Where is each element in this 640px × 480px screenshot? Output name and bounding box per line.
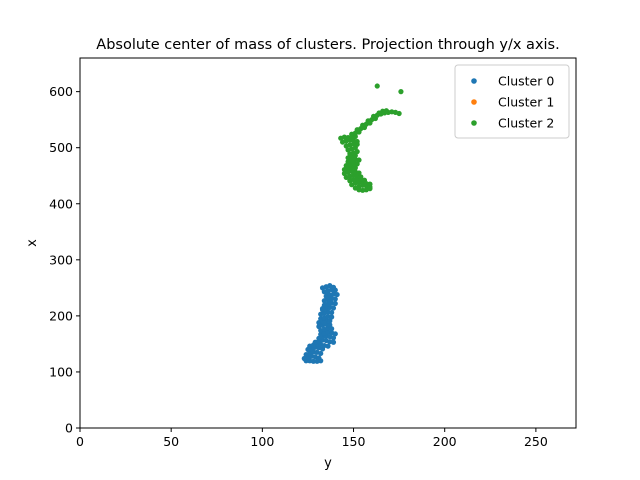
point-cluster-0 — [319, 305, 326, 312]
point-cluster-2 — [352, 165, 358, 171]
point-cluster-2 — [367, 119, 373, 126]
y-axis-label: x — [25, 239, 40, 247]
point-cluster-2 — [354, 161, 360, 167]
point-cluster-0 — [325, 343, 331, 349]
plot-frame — [79, 57, 577, 429]
point-cluster-2 — [356, 170, 362, 176]
x-axis-ticks: 0 50 100 150 200 250 — [76, 428, 548, 449]
legend-marker — [471, 120, 477, 126]
point-cluster-0 — [327, 299, 333, 305]
point-cluster-2 — [354, 138, 360, 145]
point-cluster-0 — [318, 350, 324, 357]
legend: Cluster 0 Cluster 1 Cluster 2 — [454, 64, 570, 139]
point-cluster-0 — [310, 358, 317, 364]
point-cluster-0 — [332, 331, 338, 337]
point-cluster-0 — [325, 290, 331, 296]
point-cluster-0 — [329, 309, 335, 316]
y-tick-label: 200 — [49, 308, 73, 323]
point-cluster-0 — [332, 296, 338, 302]
point-cluster-2 — [396, 110, 402, 117]
x-tick-label: 0 — [76, 434, 84, 449]
point-cluster-0 — [329, 326, 335, 332]
y-tick-label: 0 — [65, 421, 73, 436]
point-cluster-2 — [354, 149, 360, 155]
point-cluster-0 — [329, 314, 335, 320]
point-cluster-0 — [330, 339, 337, 345]
point-cluster-2 — [398, 89, 404, 95]
point-cluster-2 — [383, 108, 389, 114]
legend-label: Cluster 2 — [498, 116, 554, 131]
x-tick-label: 150 — [342, 434, 366, 449]
x-axis-label: y — [324, 456, 332, 471]
y-tick-label: 500 — [49, 140, 73, 155]
point-cluster-0 — [327, 322, 333, 328]
chart-title: Absolute center of mass of clusters. Pro… — [96, 37, 559, 53]
y-axis-ticks: 0 100 200 300 400 500 600 — [49, 84, 80, 436]
legend-marker — [471, 78, 477, 84]
y-tick-label: 400 — [49, 196, 73, 211]
x-tick-label: 250 — [524, 434, 548, 449]
x-tick-label: 200 — [433, 434, 457, 449]
y-tick-label: 300 — [49, 252, 73, 267]
legend-marker — [471, 99, 477, 105]
legend-label: Cluster 0 — [498, 74, 554, 89]
point-cluster-2 — [374, 83, 380, 89]
points-layer — [301, 83, 404, 364]
y-tick-label: 600 — [49, 84, 73, 99]
point-cluster-0 — [330, 284, 337, 290]
y-tick-label: 100 — [49, 364, 73, 379]
point-cluster-0 — [330, 335, 337, 341]
point-cluster-2 — [356, 157, 362, 163]
x-tick-label: 50 — [163, 434, 179, 449]
legend-label: Cluster 1 — [498, 95, 554, 110]
point-cluster-0 — [327, 318, 333, 324]
point-cluster-0 — [330, 305, 337, 311]
point-cluster-2 — [361, 177, 368, 183]
point-cluster-2 — [367, 181, 373, 187]
x-tick-label: 100 — [250, 434, 274, 449]
point-cluster-2 — [358, 174, 364, 180]
point-cluster-0 — [316, 355, 322, 361]
point-cluster-0 — [332, 300, 338, 307]
point-cluster-2 — [350, 170, 357, 176]
point-cluster-0 — [321, 320, 327, 326]
legend-box — [454, 64, 570, 139]
point-cluster-0 — [334, 291, 340, 298]
